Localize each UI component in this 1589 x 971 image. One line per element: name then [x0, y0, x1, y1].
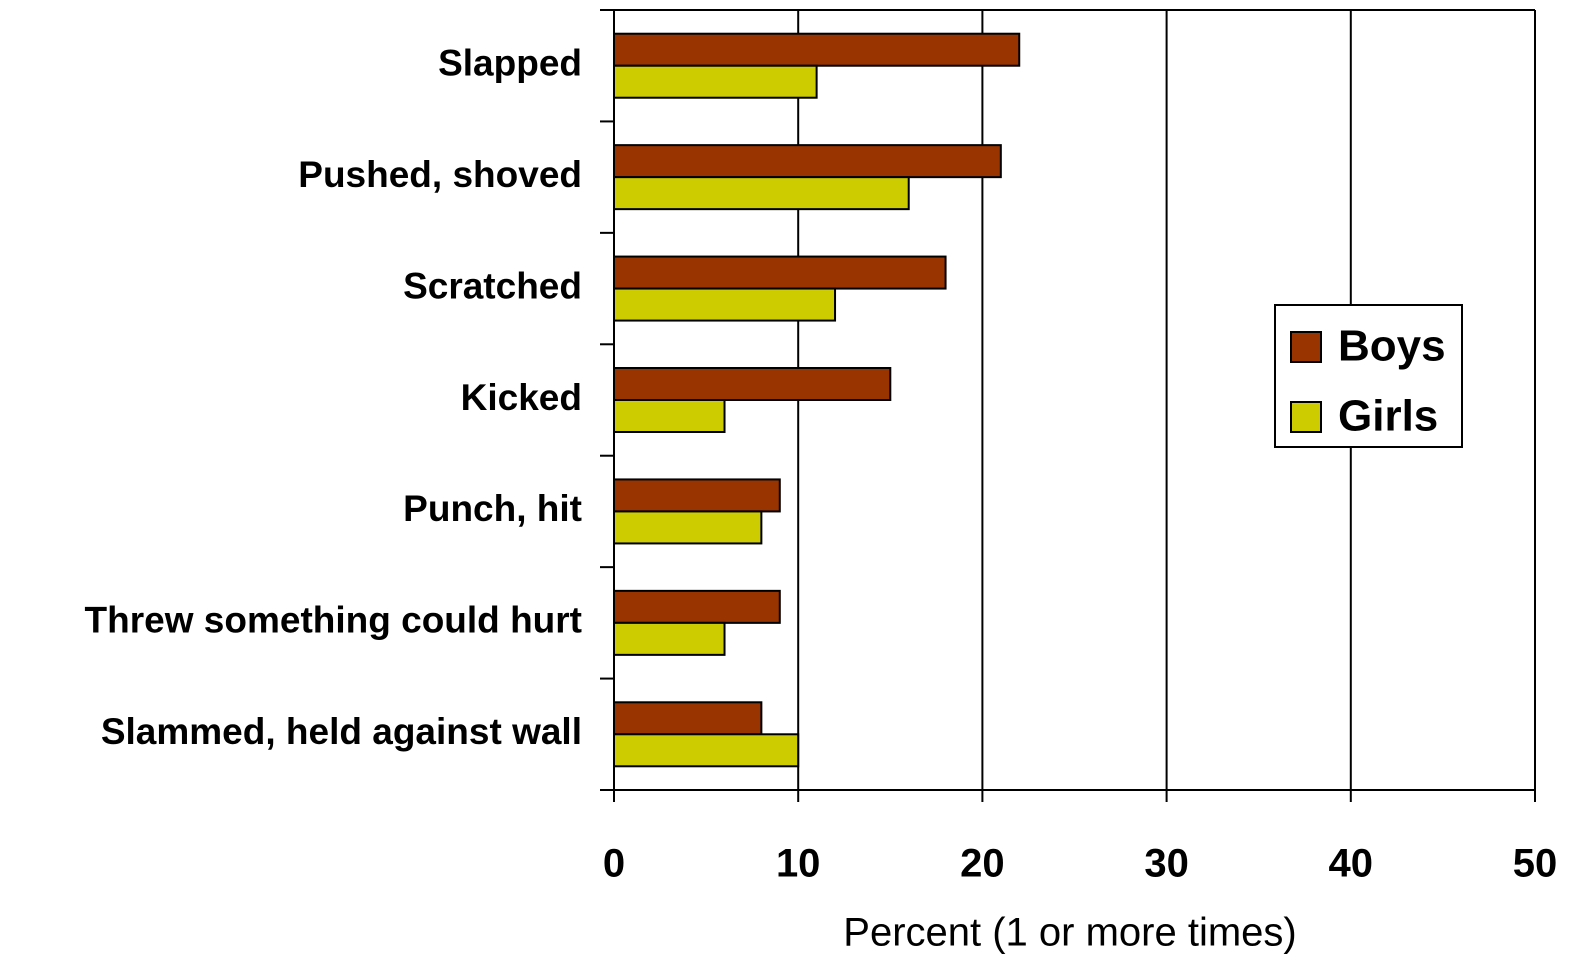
- bar: [613, 399, 726, 433]
- y-tick-label: Scratched: [403, 265, 582, 306]
- y-tick-label: Punch, hit: [403, 488, 582, 529]
- y-tick-label: Threw something could hurt: [85, 600, 582, 641]
- bar: [613, 144, 1002, 179]
- y-tick-label: Slapped: [438, 42, 582, 83]
- bar: [613, 478, 781, 513]
- legend-label: Boys: [1338, 322, 1446, 371]
- bar: [613, 32, 1021, 67]
- bar: [613, 255, 947, 290]
- legend-swatch: [1290, 401, 1322, 433]
- bar: [613, 589, 781, 624]
- x-tick-label: 10: [776, 842, 821, 886]
- bar: [613, 621, 726, 656]
- x-tick-label: 20: [960, 842, 1005, 886]
- legend-swatch: [1290, 331, 1322, 363]
- bar: [613, 64, 818, 99]
- bar: [613, 287, 837, 322]
- bar: [613, 176, 910, 211]
- x-tick-label: 30: [1144, 842, 1189, 886]
- y-tick-label: Kicked: [461, 377, 582, 418]
- x-tick-label: 0: [603, 842, 625, 886]
- y-tick-label: Slammed, held against wall: [101, 711, 582, 752]
- bar: [613, 701, 763, 736]
- x-axis-label: Percent (1 or more times): [843, 911, 1296, 955]
- bar: [613, 510, 763, 545]
- x-tick-label: 50: [1513, 842, 1558, 886]
- y-tick-label: Pushed, shoved: [298, 154, 582, 195]
- bar: [613, 367, 892, 401]
- bar: [613, 733, 800, 768]
- legend-label: Girls: [1338, 392, 1438, 441]
- x-tick-label: 40: [1329, 842, 1374, 886]
